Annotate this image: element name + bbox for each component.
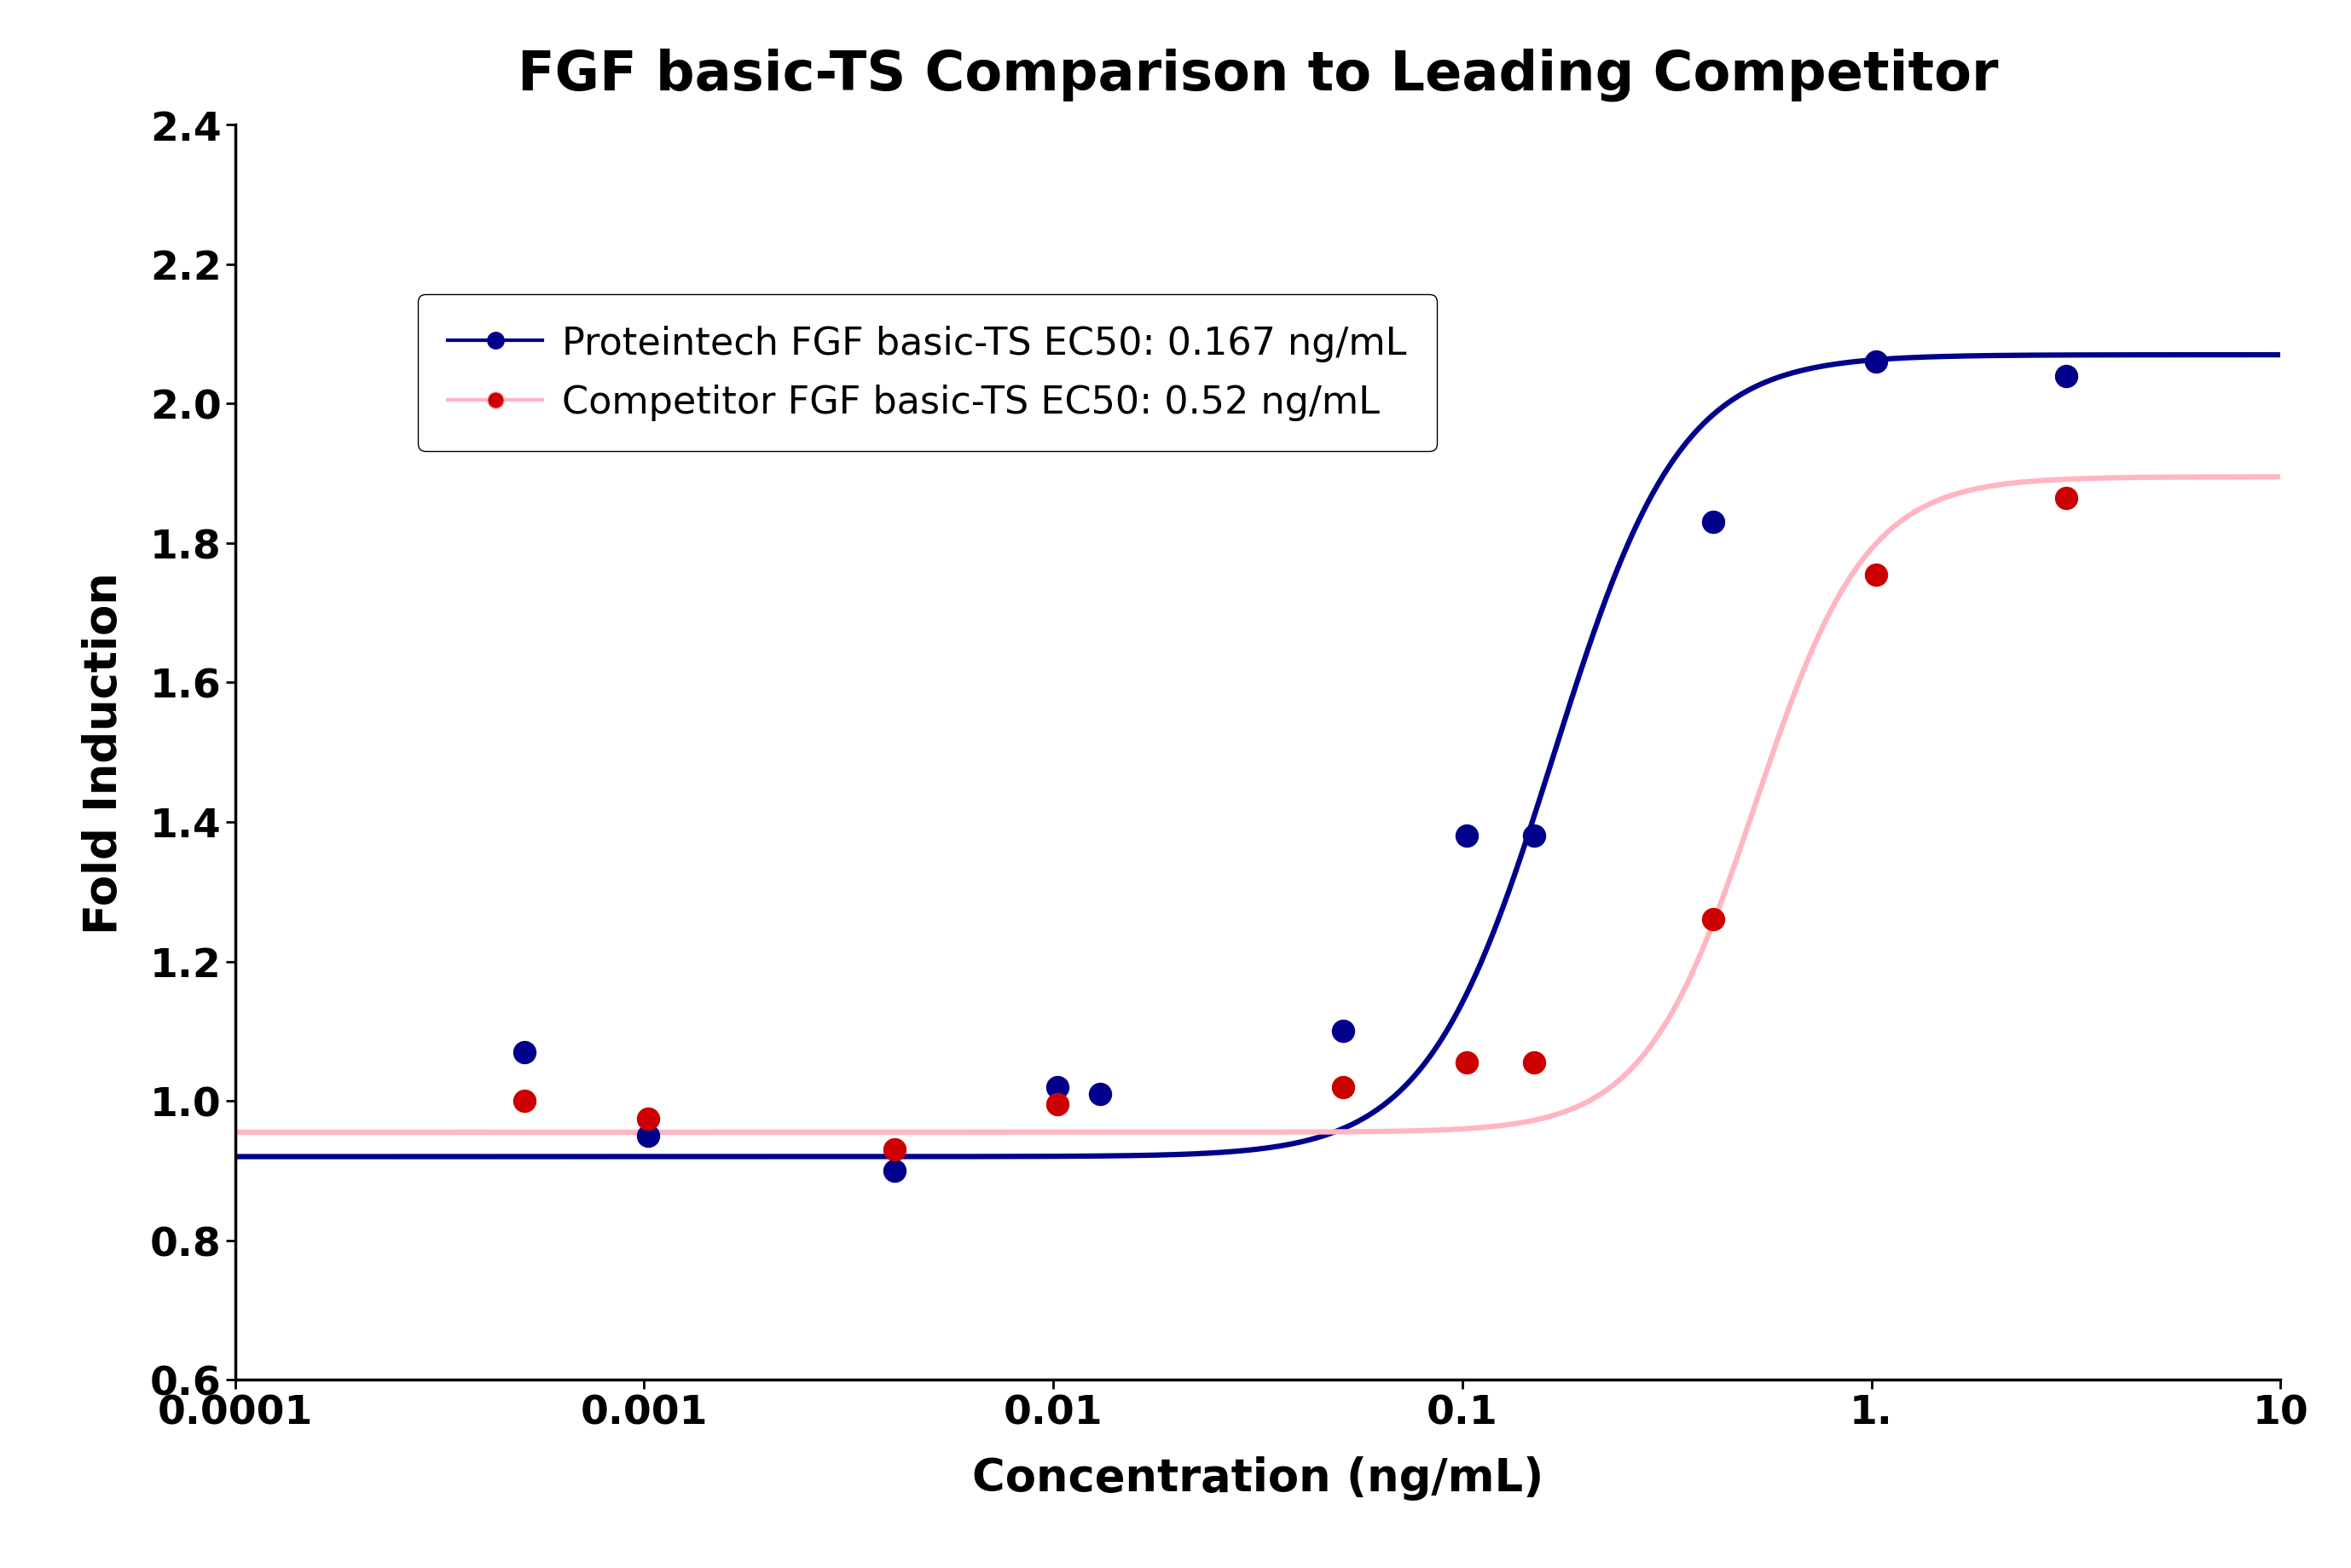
Y-axis label: Fold Induction: Fold Induction: [82, 572, 127, 933]
Point: [1857, 350, 1895, 375]
Title: FGF basic-TS Comparison to Leading Competitor: FGF basic-TS Comparison to Leading Compe…: [517, 49, 1998, 102]
Point: [1448, 1051, 1486, 1076]
Point: [1324, 1019, 1361, 1044]
Point: [505, 1040, 543, 1065]
Point: [1324, 1074, 1361, 1099]
Point: [1857, 563, 1895, 588]
Point: [1695, 908, 1733, 933]
Point: [877, 1137, 915, 1162]
Point: [1448, 823, 1486, 848]
Point: [1039, 1074, 1077, 1099]
Point: [877, 1159, 915, 1184]
Point: [1516, 823, 1554, 848]
Legend: Proteintech FGF basic-TS EC50: 0.167 ng/mL, Competitor FGF basic-TS EC50: 0.52 n: Proteintech FGF basic-TS EC50: 0.167 ng/…: [418, 295, 1436, 452]
Point: [1516, 1051, 1554, 1076]
Point: [628, 1105, 665, 1131]
Point: [2048, 486, 2085, 511]
Point: [2048, 364, 2085, 389]
Point: [1081, 1082, 1119, 1107]
X-axis label: Concentration (ng/mL): Concentration (ng/mL): [971, 1455, 1545, 1499]
Point: [505, 1088, 543, 1113]
Point: [628, 1123, 665, 1148]
Point: [1039, 1091, 1077, 1116]
Point: [1695, 510, 1733, 535]
